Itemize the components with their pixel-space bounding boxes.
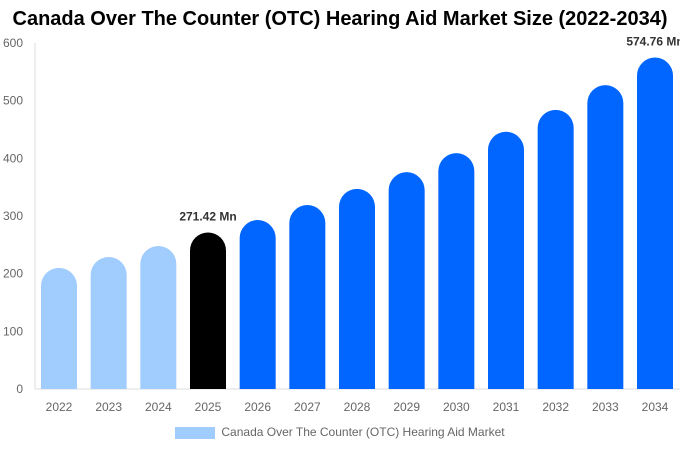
y-tick-label: 400 — [3, 151, 23, 165]
x-tick-label: 2029 — [393, 400, 420, 414]
x-tick-label: 2031 — [493, 400, 520, 414]
y-tick-label: 200 — [3, 267, 23, 281]
x-tick-label: 2034 — [642, 400, 669, 414]
data-label-2025: 271.42 Mn — [179, 209, 236, 223]
legend-label: Canada Over The Counter (OTC) Hearing Ai… — [221, 425, 505, 439]
bar-2025 — [190, 232, 226, 389]
bar-2030 — [438, 153, 475, 389]
bar-2026 — [239, 220, 276, 389]
legend: Canada Over The Counter (OTC) Hearing Ai… — [0, 425, 680, 439]
data-label-2034: 574.76 Mn — [626, 35, 680, 49]
y-tick-label: 600 — [3, 36, 23, 50]
bar-2027 — [289, 205, 326, 389]
x-tick-label: 2026 — [244, 400, 271, 414]
x-tick-label: 2022 — [46, 400, 73, 414]
chart-title: Canada Over The Counter (OTC) Hearing Ai… — [12, 8, 668, 30]
bar-2031 — [488, 131, 524, 389]
x-tick-label: 2032 — [542, 400, 569, 414]
bar-2029 — [388, 172, 425, 389]
bar-2033 — [587, 85, 624, 389]
bar-2022 — [41, 267, 77, 389]
bar-2024 — [140, 245, 177, 389]
y-tick-label: 500 — [3, 94, 23, 108]
x-tick-label: 2023 — [95, 400, 122, 414]
x-tick-label: 2033 — [592, 400, 619, 414]
bar-2034 — [637, 57, 673, 389]
bar-2028 — [339, 188, 375, 389]
y-tick-label: 300 — [3, 209, 23, 223]
x-tick-label: 2027 — [294, 400, 321, 414]
bar-2023 — [90, 256, 127, 389]
y-tick-label: 100 — [3, 324, 23, 338]
x-tick-label: 2024 — [145, 400, 172, 414]
x-tick-label: 2030 — [443, 400, 470, 414]
y-tick-label: 0 — [16, 382, 23, 396]
bar-2032 — [537, 109, 574, 389]
legend-swatch — [175, 426, 216, 439]
x-tick-label: 2028 — [344, 400, 371, 414]
x-tick-label: 2025 — [195, 400, 222, 414]
